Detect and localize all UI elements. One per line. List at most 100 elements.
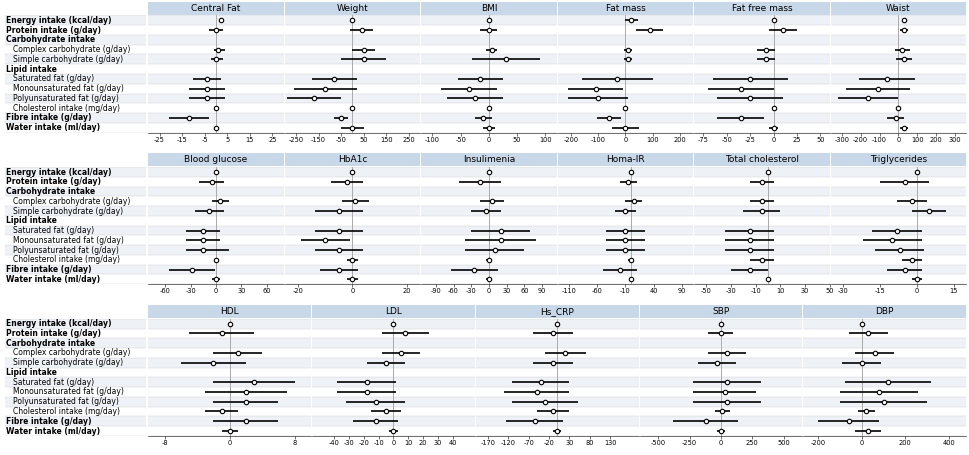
Bar <box>830 206 966 216</box>
Bar <box>803 397 966 407</box>
Bar <box>422 177 556 187</box>
Bar <box>557 15 693 25</box>
Text: Total cholesterol: Total cholesterol <box>725 155 798 164</box>
Bar <box>312 407 475 416</box>
Bar <box>694 84 829 94</box>
Bar <box>5 167 146 177</box>
Bar <box>285 64 421 74</box>
Bar <box>5 15 146 25</box>
Bar <box>640 329 802 339</box>
Bar <box>312 397 475 407</box>
Bar <box>5 255 146 265</box>
Bar <box>5 94 146 103</box>
Text: Polyunsaturated fat (g/day): Polyunsaturated fat (g/day) <box>14 246 119 255</box>
Text: Central Fat: Central Fat <box>191 4 240 13</box>
Bar <box>694 226 829 235</box>
Text: Cholesterol intake (mg/day): Cholesterol intake (mg/day) <box>14 255 120 264</box>
Text: Polyunsaturated fat (g/day): Polyunsaturated fat (g/day) <box>14 397 119 406</box>
Bar <box>694 167 829 177</box>
Bar <box>5 245 146 255</box>
Bar <box>148 368 311 377</box>
Text: Fibre intake (g/day): Fibre intake (g/day) <box>6 417 92 426</box>
Text: Monounsaturated fat (g/day): Monounsaturated fat (g/day) <box>14 84 124 93</box>
Bar <box>830 103 966 113</box>
Bar <box>640 319 802 329</box>
Bar <box>148 84 284 94</box>
Bar <box>803 339 966 348</box>
Text: Insulimenia: Insulimenia <box>463 155 516 164</box>
Bar <box>422 84 556 94</box>
Bar <box>830 177 966 187</box>
Text: Water intake (ml/day): Water intake (ml/day) <box>6 123 101 132</box>
Bar <box>557 216 693 226</box>
Bar <box>5 206 146 216</box>
Bar <box>312 329 475 339</box>
Text: Lipid intake: Lipid intake <box>6 65 57 74</box>
Bar <box>285 55 421 64</box>
Bar <box>557 35 693 45</box>
Bar <box>694 255 829 265</box>
Bar <box>285 74 421 84</box>
Text: Weight: Weight <box>336 4 368 13</box>
Bar <box>422 265 556 274</box>
Bar <box>422 55 556 64</box>
Bar <box>422 255 556 265</box>
Bar <box>476 319 639 329</box>
Bar <box>640 377 802 387</box>
Text: Fibre intake (g/day): Fibre intake (g/day) <box>6 265 92 274</box>
Bar <box>285 84 421 94</box>
Text: HbA1c: HbA1c <box>338 155 367 164</box>
Bar <box>285 226 421 235</box>
Bar <box>285 123 421 132</box>
Bar <box>5 329 146 339</box>
Bar <box>148 25 284 35</box>
Bar <box>830 25 966 35</box>
Text: Carbohydrate intake: Carbohydrate intake <box>6 187 95 196</box>
Bar <box>148 226 284 235</box>
Bar <box>830 265 966 274</box>
Bar <box>285 94 421 103</box>
Bar <box>422 113 556 123</box>
Bar <box>312 416 475 426</box>
Bar <box>830 274 966 284</box>
Bar <box>5 74 146 84</box>
Bar <box>5 113 146 123</box>
Bar <box>830 45 966 55</box>
Bar <box>422 187 556 197</box>
Bar <box>5 216 146 226</box>
Bar <box>694 113 829 123</box>
Bar <box>5 265 146 274</box>
Bar <box>476 339 639 348</box>
Bar <box>422 274 556 284</box>
Bar <box>148 187 284 197</box>
Text: Blood glucose: Blood glucose <box>184 155 248 164</box>
Text: Carbohydrate intake: Carbohydrate intake <box>6 35 95 45</box>
Bar <box>694 245 829 255</box>
Bar <box>830 55 966 64</box>
Bar <box>148 235 284 245</box>
Bar <box>557 177 693 187</box>
Bar <box>285 167 421 177</box>
Bar <box>5 319 146 329</box>
Text: HDL: HDL <box>220 307 239 316</box>
Bar <box>148 319 311 329</box>
Bar <box>830 226 966 235</box>
Bar <box>803 329 966 339</box>
Bar <box>830 245 966 255</box>
Bar <box>312 348 475 358</box>
Bar <box>5 274 146 284</box>
Bar <box>148 416 311 426</box>
Text: Simple carbohydrate (g/day): Simple carbohydrate (g/day) <box>14 55 123 64</box>
Bar <box>285 255 421 265</box>
Bar <box>640 358 802 368</box>
Text: Saturated fat (g/day): Saturated fat (g/day) <box>14 378 94 387</box>
Bar <box>285 235 421 245</box>
Bar <box>148 103 284 113</box>
Bar <box>803 368 966 377</box>
Bar <box>640 348 802 358</box>
Text: Simple carbohydrate (g/day): Simple carbohydrate (g/day) <box>14 358 123 367</box>
Bar <box>285 15 421 25</box>
Bar <box>694 45 829 55</box>
Text: Cholesterol intake (mg/day): Cholesterol intake (mg/day) <box>14 407 120 416</box>
Bar <box>476 368 639 377</box>
